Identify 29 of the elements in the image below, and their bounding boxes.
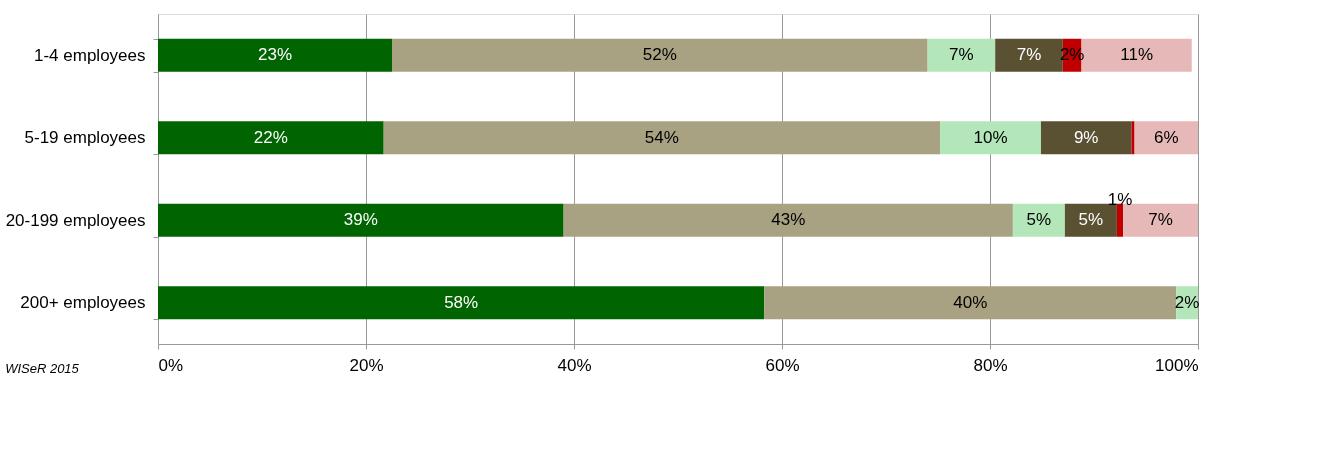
data-label: 11% — [1120, 45, 1154, 65]
data-label: 40% — [953, 292, 988, 312]
data-label: 58% — [444, 292, 479, 312]
x-tick-label: 0% — [158, 355, 184, 375]
data-label: 23% — [257, 45, 293, 65]
data-label: 5% — [1078, 210, 1104, 230]
data-label: 7% — [949, 45, 974, 65]
data-label: 9% — [1073, 127, 1099, 147]
data-label: 43% — [771, 210, 806, 230]
x-tick-label: 40% — [557, 355, 592, 375]
y-tick-label: 20-199 employees — [5, 210, 146, 230]
data-label: 7% — [1016, 45, 1042, 65]
data-label: 7% — [1148, 210, 1173, 230]
data-label: 5% — [1026, 210, 1052, 230]
y-tick-label: 1-4 employees — [33, 45, 146, 65]
data-label: 39% — [343, 210, 378, 230]
data-label: 10% — [973, 127, 1008, 147]
y-tick-label: 5-19 employees — [24, 128, 146, 148]
data-label: 2% — [1174, 292, 1200, 312]
x-tick-label: 80% — [973, 355, 1008, 375]
x-tick-label: 100% — [1155, 355, 1199, 375]
data-label: 6% — [1153, 127, 1179, 147]
data-label: 54% — [644, 127, 679, 147]
data-label: 22% — [253, 127, 288, 147]
y-tick-label: 200+ employees — [20, 293, 146, 313]
x-tick-label: 20% — [349, 355, 384, 375]
x-tick-label: 60% — [765, 355, 800, 375]
data-label: 52% — [642, 45, 677, 65]
text: WISeR 2015 — [5, 361, 80, 376]
